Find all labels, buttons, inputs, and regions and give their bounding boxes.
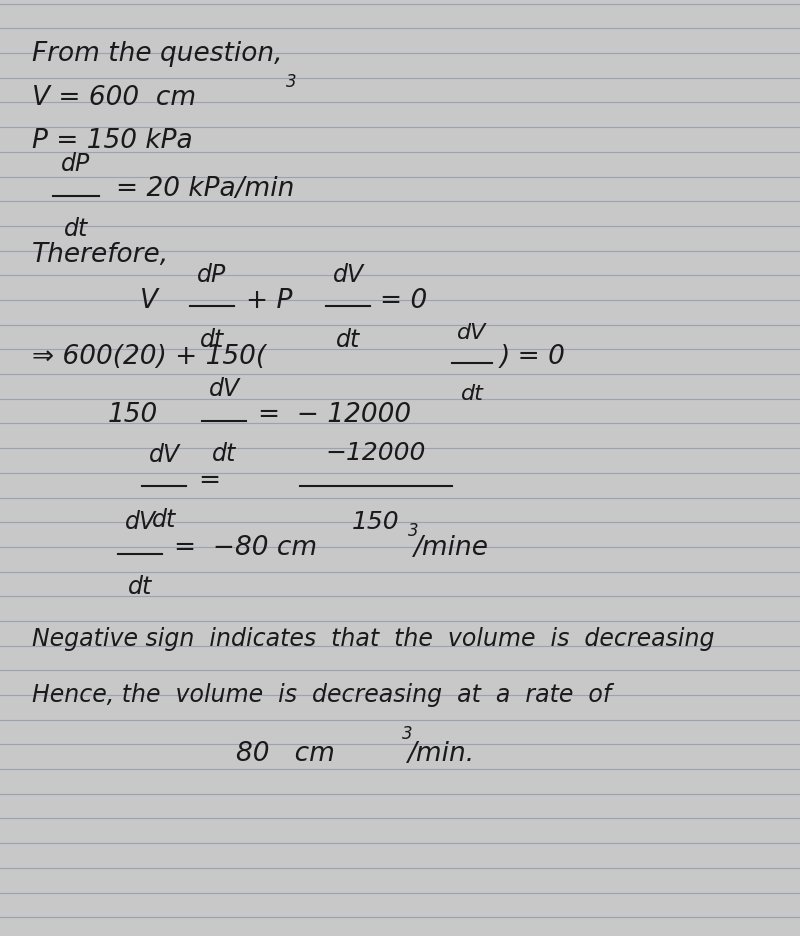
Text: dt: dt [64, 217, 88, 241]
Text: =  −80 cm: = −80 cm [174, 534, 318, 561]
Text: V: V [140, 287, 158, 314]
Text: =  − 12000: = − 12000 [258, 402, 411, 428]
Text: dV: dV [458, 323, 486, 343]
Text: /mine: /mine [414, 534, 490, 561]
Text: Therefore,: Therefore, [32, 241, 169, 268]
Text: Negative sign  indicates  that  the  volume  is  decreasing: Negative sign indicates that the volume … [32, 626, 714, 651]
Text: dV: dV [149, 442, 179, 466]
Text: dP: dP [198, 262, 226, 286]
Text: V = 600  cm: V = 600 cm [32, 85, 196, 111]
Text: + P: + P [246, 287, 293, 314]
Text: = 20 kPa/min: = 20 kPa/min [116, 176, 294, 202]
Text: −12000: −12000 [326, 440, 426, 464]
Text: dP: dP [62, 152, 90, 176]
Text: ⇒ 600(20) + 150(: ⇒ 600(20) + 150( [32, 344, 266, 370]
Text: =: = [198, 467, 221, 493]
Text: P = 150 kPa: P = 150 kPa [32, 127, 193, 154]
Text: dV: dV [333, 262, 363, 286]
Text: = 0: = 0 [380, 287, 427, 314]
Text: dt: dt [128, 575, 152, 599]
Text: dt: dt [200, 328, 224, 352]
Text: dt: dt [336, 328, 360, 352]
Text: dV: dV [209, 376, 239, 401]
Text: 3: 3 [402, 724, 412, 742]
Text: dV: dV [125, 509, 155, 534]
Text: dt: dt [212, 442, 236, 466]
Text: 3: 3 [286, 72, 297, 91]
Text: 3: 3 [408, 521, 418, 540]
Text: dt: dt [152, 507, 176, 532]
Text: dt: dt [461, 384, 483, 403]
Text: /min.: /min. [408, 740, 475, 767]
Text: 80   cm: 80 cm [236, 740, 335, 767]
Text: Hence, the  volume  is  decreasing  at  a  rate  of: Hence, the volume is decreasing at a rat… [32, 682, 611, 707]
Text: 150: 150 [352, 509, 400, 534]
Text: ) = 0: ) = 0 [500, 344, 566, 370]
Text: 150: 150 [108, 402, 158, 428]
Text: From the question,: From the question, [32, 41, 282, 67]
